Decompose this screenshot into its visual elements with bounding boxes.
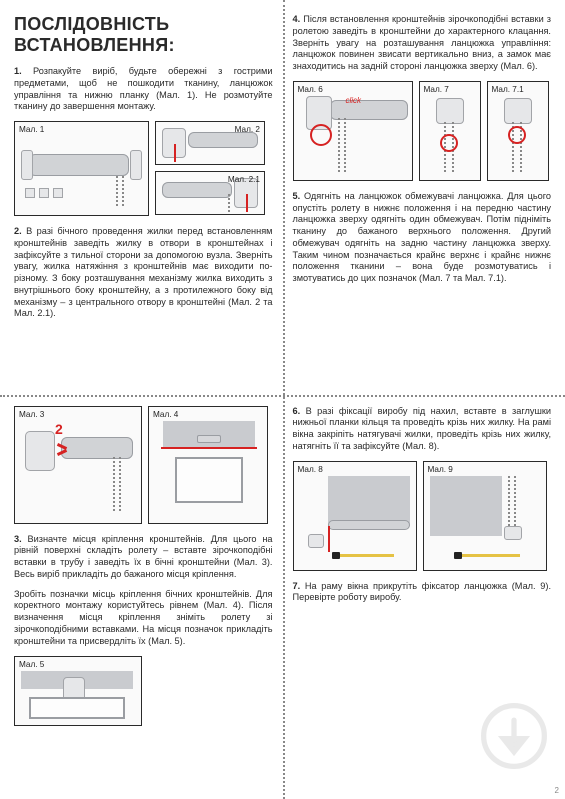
paragraph-3: 3. Визначте місця кріплення кронштейнів.… (14, 534, 273, 581)
figure-label: Мал. 2 (235, 125, 260, 134)
figure-row-1: Мал. 1 Мал. 2 (14, 121, 273, 216)
figure-2-1: Мал. 2.1 (155, 171, 265, 215)
figure-2: Мал. 2 (155, 121, 265, 165)
figure-8: Мал. 8 (293, 461, 417, 571)
figure-label: Мал. 8 (298, 465, 323, 474)
figure-label: Мал. 6 (298, 85, 323, 94)
figure-label: Мал. 5 (19, 660, 44, 669)
watermark-icon (481, 703, 547, 769)
page-number: 2 (555, 786, 559, 795)
quadrant-bottom-left: Мал. 3 2 Мал. 4 (0, 392, 283, 799)
figure-7: Мал. 7 (419, 81, 481, 181)
figure-row-5: Мал. 5 (14, 656, 273, 726)
figure-label: Мал. 9 (428, 465, 453, 474)
figure-4: Мал. 4 (148, 406, 268, 524)
figure-label: Мал. 4 (153, 410, 178, 419)
quadrant-top-right: 4. Після встановлення кронштейнів зірочк… (283, 0, 565, 392)
paragraph-3b: Зробіть позначки місць кріплення бічних … (14, 589, 273, 648)
figure-row-6-7: Мал. 6 click Мал. 7 (293, 81, 552, 181)
paragraph-7: 7. На раму вікна прикрутіть фіксатор лан… (293, 581, 552, 605)
figure-5: Мал. 5 (14, 656, 142, 726)
paragraph-1: 1. Розпакуйте виріб, будьте обережні з г… (14, 66, 273, 113)
quadrant-top-left: ПОСЛІДОВНІСТЬ ВСТАНОВЛЕННЯ: 1. Розпакуйт… (0, 0, 283, 392)
click-label: click (346, 96, 362, 105)
figure-9: Мал. 9 (423, 461, 547, 571)
figure-label: Мал. 7 (424, 85, 449, 94)
paragraph-6: 6. В разі фіксації виробу під нахил, вст… (293, 406, 552, 453)
page-title: ПОСЛІДОВНІСТЬ ВСТАНОВЛЕННЯ: (14, 14, 273, 56)
figure-6: Мал. 6 click (293, 81, 413, 181)
figure-label: Мал. 2.1 (228, 175, 260, 184)
page-grid: ПОСЛІДОВНІСТЬ ВСТАНОВЛЕННЯ: 1. Розпакуйт… (0, 0, 565, 799)
figure-label: Мал. 3 (19, 410, 44, 419)
figure-row-3-4: Мал. 3 2 Мал. 4 (14, 406, 273, 524)
paragraph-5: 5. Одягніть на ланцюжок обмежувачі ланцю… (293, 191, 552, 285)
figure-row-8-9: Мал. 8 Мал. 9 (293, 461, 552, 571)
figure-label: Мал. 7.1 (492, 85, 524, 94)
figure-1: Мал. 1 (14, 121, 149, 216)
figure-7-1: Мал. 7.1 (487, 81, 549, 181)
figure-3: Мал. 3 2 (14, 406, 142, 524)
figure-label: Мал. 1 (19, 125, 44, 134)
paragraph-2: 2. В разі бічного проведення жилки перед… (14, 226, 273, 320)
paragraph-4: 4. Після встановлення кронштейнів зірочк… (293, 14, 552, 73)
quadrant-bottom-right: 6. В разі фіксації виробу під нахил, вст… (283, 392, 565, 799)
